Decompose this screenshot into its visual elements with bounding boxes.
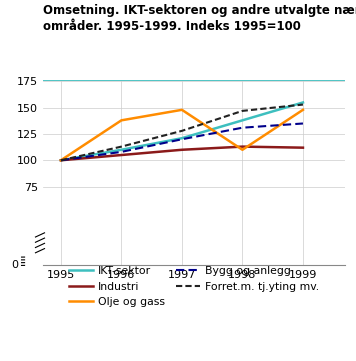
Legend: IKT-sektor, Industri, Olje og gass, Bygg og anlegg, Forret.m. tj.yting mv.: IKT-sektor, Industri, Olje og gass, Bygg… xyxy=(69,266,319,307)
Text: Omsetning. IKT-sektoren og andre utvalgte nærings-
områder. 1995-1999. Indeks 19: Omsetning. IKT-sektoren og andre utvalgt… xyxy=(43,4,356,32)
Text: 0: 0 xyxy=(11,260,19,270)
